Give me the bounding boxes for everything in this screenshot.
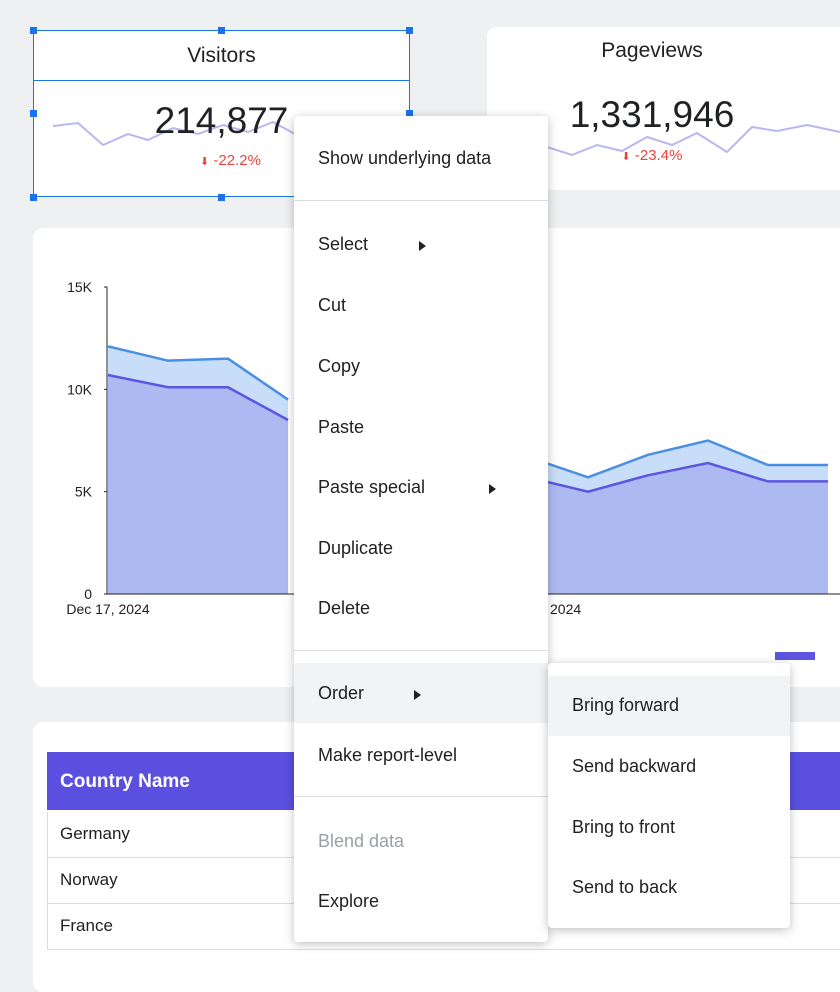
menu-item[interactable]: Bring to front <box>572 817 676 837</box>
y-tick-label: 15K <box>67 279 93 295</box>
scorecard-change: ⬇ -22.2% <box>200 152 261 169</box>
x-tick-label: 2024 <box>550 601 581 617</box>
menu-item[interactable]: Make report-level <box>318 745 458 765</box>
scorecard-title: Visitors <box>187 44 256 67</box>
scorecard-value: 214,877 <box>154 100 289 141</box>
menu-item[interactable]: Bring forward <box>572 695 680 715</box>
change-value: -22.2% <box>213 152 261 169</box>
line <box>527 461 828 493</box>
x-tick-label: Dec 17, 2024 <box>66 601 149 617</box>
menu-item[interactable]: Select <box>318 234 369 254</box>
submenu: Bring forward Send backward Bring to fro… <box>548 663 790 928</box>
context-menu: Show underlying data Select Cut Copy Pas… <box>294 116 548 942</box>
scorecard-change: ⬇ -23.4% <box>621 147 683 164</box>
menu-item-disabled: Blend data <box>318 831 405 851</box>
header-cell: Country Name <box>60 771 190 792</box>
menu-item[interactable]: Order <box>318 683 365 703</box>
menu-item[interactable]: Explore <box>318 891 380 911</box>
y-tick-label: 10K <box>67 381 93 397</box>
menu-item[interactable]: Duplicate <box>318 538 394 558</box>
line <box>527 439 828 479</box>
change-value: -23.4% <box>634 147 683 164</box>
menu-item[interactable]: Copy <box>318 356 361 376</box>
menu-item[interactable]: Paste <box>318 417 365 437</box>
legend-hint <box>775 652 815 660</box>
menu-item[interactable]: Send backward <box>572 756 697 776</box>
scorecard-value: 1,331,946 <box>569 94 735 135</box>
line <box>107 345 289 401</box>
menu-item[interactable]: Paste special <box>318 477 426 497</box>
line <box>107 373 289 422</box>
table-row: France <box>47 904 840 950</box>
scorecard-title: Pageviews <box>601 39 703 62</box>
area <box>108 375 288 594</box>
y-tick-label: 5K <box>75 484 93 500</box>
chart: 0 5K 10K 15K Dec 17, 2024 2024 <box>66 279 840 660</box>
menu-item[interactable]: Show underlying data <box>318 148 492 168</box>
sparkline <box>52 120 296 147</box>
area <box>528 463 828 594</box>
area <box>108 346 288 594</box>
y-tick-label: 0 <box>84 586 92 602</box>
menu-item[interactable]: Cut <box>318 295 347 315</box>
menu-item[interactable]: Send to back <box>572 877 678 897</box>
sparkline <box>546 123 840 157</box>
area <box>528 440 828 594</box>
menu-item[interactable]: Delete <box>318 598 371 618</box>
